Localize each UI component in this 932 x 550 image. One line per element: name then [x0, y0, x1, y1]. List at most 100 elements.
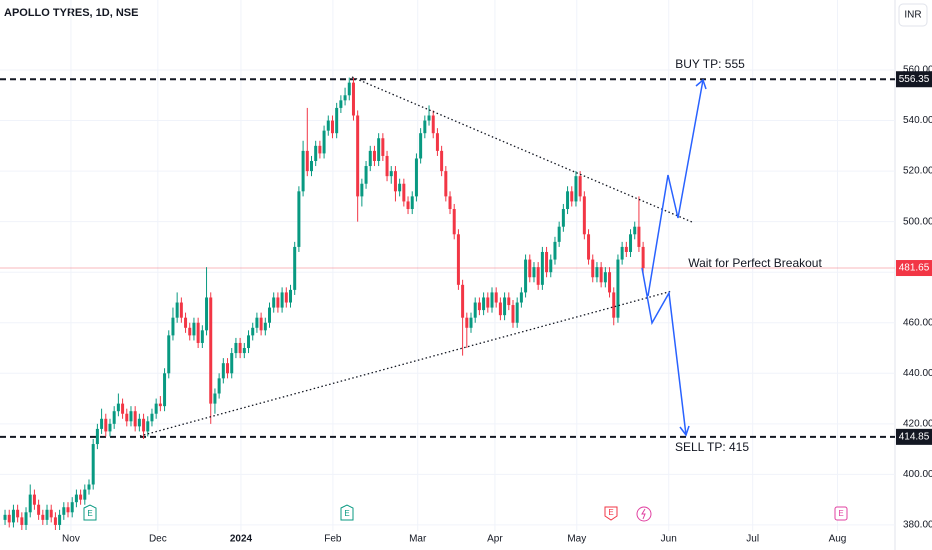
earnings-icon[interactable]	[340, 504, 354, 521]
candle-body	[360, 183, 364, 197]
candle-body	[629, 234, 633, 252]
candle-body	[335, 107, 339, 134]
candle-body	[364, 166, 368, 184]
candle-body	[70, 502, 74, 513]
candle-body	[515, 302, 519, 323]
candle-body	[167, 335, 171, 374]
candle-body	[372, 150, 376, 161]
candle-body	[549, 259, 553, 273]
candle-body	[574, 176, 578, 202]
candle-body	[385, 155, 389, 177]
candle-body	[587, 234, 591, 260]
candle-body	[540, 251, 544, 285]
earnings-icon[interactable]	[83, 504, 97, 521]
icon-glyph: E	[344, 509, 349, 518]
candle-body	[238, 342, 242, 354]
candle-body	[322, 130, 326, 154]
candle-body	[570, 191, 574, 202]
candle-body	[591, 259, 595, 278]
candle-body	[452, 209, 456, 235]
x-tick-label: 2024	[230, 534, 253, 545]
icon-glyph: E	[87, 509, 92, 518]
candle-body	[87, 484, 91, 490]
candle-body	[32, 494, 36, 505]
candle-body	[255, 317, 259, 328]
candle-body	[41, 514, 45, 520]
x-tick-label: Dec	[149, 534, 167, 545]
candle-body	[200, 330, 204, 343]
y-tick-label: 500.00	[903, 216, 932, 227]
candle-body	[121, 403, 125, 414]
candle-body	[95, 428, 99, 445]
candle-body	[79, 494, 83, 500]
candle-body	[7, 514, 11, 523]
candle-body	[637, 226, 641, 247]
y-tick-label: 400.00	[903, 469, 932, 480]
candle-body	[91, 444, 95, 485]
x-tick-label: Mar	[409, 534, 427, 545]
candle-body	[305, 150, 309, 172]
candle-body	[104, 418, 108, 432]
candle-body	[196, 322, 200, 343]
candle-body	[146, 421, 150, 432]
candle-body	[297, 191, 301, 247]
candle-body	[129, 411, 133, 422]
x-tick-label: Nov	[62, 534, 80, 545]
candle-body	[217, 378, 221, 394]
currency-button[interactable]	[898, 3, 928, 27]
plot	[0, 0, 895, 531]
y-tick-label: 380.00	[903, 520, 932, 531]
candle-body	[259, 317, 263, 331]
y-tick-label: 560.00	[903, 65, 932, 76]
candle-body	[406, 201, 410, 210]
candle-body	[356, 115, 360, 197]
candle-body	[163, 373, 167, 407]
candle-body	[519, 292, 523, 303]
candle-body	[566, 191, 570, 210]
x-tick-label: Feb	[324, 534, 342, 545]
candle-body	[469, 317, 473, 328]
candle-body	[624, 246, 628, 252]
candle-body	[633, 226, 637, 235]
candle-body	[578, 176, 582, 197]
candle-body	[100, 418, 104, 429]
y-tick-label: 460.00	[903, 317, 932, 328]
candle-body	[58, 514, 62, 525]
candle-body	[612, 292, 616, 318]
event-icon[interactable]	[834, 506, 848, 521]
candle-body	[209, 297, 213, 404]
candle-body	[62, 507, 66, 515]
candle-body	[192, 322, 196, 336]
candle-body	[377, 138, 381, 161]
candle-body	[608, 272, 612, 293]
candle-body	[284, 292, 288, 303]
price-label: 414.85	[899, 431, 930, 442]
price-label-box	[896, 71, 932, 88]
candle-body	[503, 297, 507, 316]
x-tick-label: Jul	[746, 534, 759, 545]
candle-body	[24, 512, 28, 525]
candle-body	[221, 363, 225, 379]
candle-body	[507, 297, 511, 306]
sell-arrowhead	[679, 425, 690, 437]
candle-body	[477, 302, 481, 311]
candle-body	[461, 284, 465, 318]
candle-body	[179, 302, 183, 318]
candle-body	[188, 327, 192, 336]
candle-body	[368, 150, 372, 167]
candle-body	[150, 413, 154, 422]
candle-body	[498, 302, 502, 316]
price-label: 556.35	[899, 74, 930, 85]
candle-body	[456, 234, 460, 285]
candle-body	[53, 517, 57, 525]
candle-body	[133, 411, 137, 427]
y-tick-label: 420.00	[903, 418, 932, 429]
candle-body	[448, 196, 452, 210]
earnings-icon[interactable]	[604, 506, 618, 521]
candle-body	[20, 517, 24, 525]
candle-body	[272, 297, 276, 308]
candle-body	[242, 348, 246, 354]
candle-body	[318, 145, 322, 154]
